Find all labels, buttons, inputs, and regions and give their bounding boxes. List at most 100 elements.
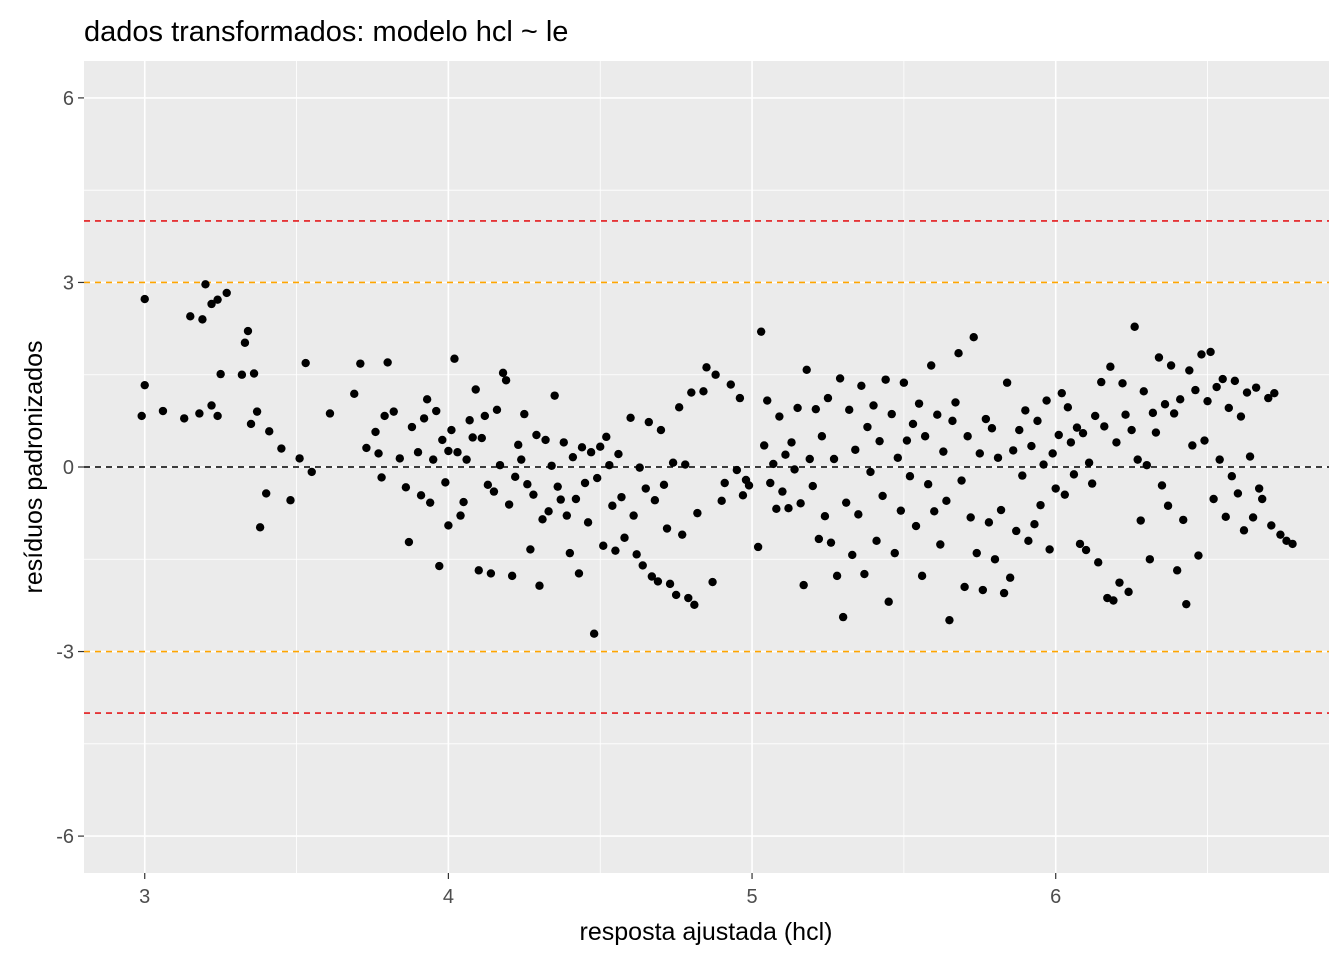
data-point (805, 454, 814, 464)
data-point (911, 521, 921, 531)
data-point (207, 401, 216, 410)
data-point (817, 432, 827, 441)
data-point (641, 484, 650, 493)
data-point (450, 354, 459, 363)
data-point (875, 436, 884, 446)
data-point (486, 569, 496, 578)
data-point (1021, 406, 1030, 415)
x-tick-label: 5 (746, 886, 757, 908)
data-point (286, 496, 295, 505)
data-point (1015, 425, 1024, 435)
data-point (383, 358, 392, 367)
data-point (535, 581, 544, 590)
data-point (1036, 500, 1045, 510)
data-point (1124, 587, 1133, 597)
data-point (781, 450, 790, 459)
data-point (744, 481, 754, 490)
data-point (1145, 555, 1155, 564)
chart-title: dados transformados: modelo hcl ~ le (84, 16, 568, 48)
data-point (927, 361, 936, 370)
data-point (626, 413, 635, 422)
data-point (577, 443, 587, 452)
data-point (429, 455, 438, 464)
data-point (140, 294, 149, 304)
data-point (222, 288, 231, 298)
y-tick-label: -3 (56, 642, 74, 664)
data-point (917, 571, 927, 581)
data-point (878, 491, 887, 501)
data-point (1078, 428, 1088, 438)
data-point (137, 411, 146, 421)
data-point (838, 612, 848, 622)
y-tick-label: -6 (56, 826, 74, 848)
data-point (814, 534, 824, 544)
data-point (468, 433, 477, 442)
data-point (529, 490, 538, 499)
data-point (720, 478, 729, 488)
y-axis-ticks: -6 -3 0 3 6 (56, 88, 84, 848)
data-point (984, 518, 994, 527)
y-tick-label: 0 (63, 457, 74, 479)
data-point (605, 460, 614, 470)
data-point (1172, 566, 1182, 575)
data-point (939, 447, 948, 456)
data-point (401, 483, 411, 492)
data-point (690, 600, 699, 609)
data-point (851, 445, 860, 454)
data-point (1027, 441, 1036, 451)
data-point (480, 411, 490, 421)
data-point (441, 478, 450, 487)
data-point (778, 487, 787, 496)
data-point (735, 393, 745, 403)
data-point (435, 561, 444, 571)
y-tick-label: 6 (63, 88, 74, 110)
data-point (617, 492, 626, 502)
data-point (1130, 322, 1139, 331)
data-point (1069, 470, 1079, 479)
data-point (674, 403, 684, 412)
data-point (653, 577, 663, 586)
data-point (180, 414, 189, 423)
data-point (863, 422, 872, 432)
x-axis-ticks: 3 4 5 6 (139, 873, 1061, 908)
data-point (1270, 388, 1279, 398)
data-point (1182, 599, 1191, 609)
x-tick-label: 3 (139, 886, 150, 908)
data-point (960, 582, 969, 592)
data-point (930, 507, 939, 516)
data-point (1039, 460, 1048, 469)
data-point (866, 467, 875, 477)
data-point (1160, 400, 1170, 409)
data-point (1218, 374, 1227, 384)
data-point (1276, 530, 1285, 539)
data-point (857, 381, 866, 390)
data-point (1197, 350, 1206, 359)
data-point (826, 538, 836, 547)
data-point (504, 500, 514, 509)
data-point (444, 521, 453, 530)
data-point (1075, 539, 1085, 549)
data-point (562, 511, 572, 520)
data-point (1127, 425, 1136, 435)
data-point (1018, 471, 1027, 480)
data-point (350, 389, 359, 398)
data-point (599, 541, 608, 550)
data-point (1233, 489, 1243, 498)
data-point (198, 315, 207, 324)
data-point (738, 491, 748, 500)
data-point (565, 548, 575, 558)
data-point (295, 454, 304, 463)
data-point (501, 376, 511, 385)
data-point (1066, 438, 1076, 447)
data-point (520, 409, 529, 419)
data-point (1157, 481, 1167, 490)
data-point (249, 369, 259, 378)
data-point (687, 388, 696, 397)
data-point (990, 555, 1000, 564)
data-point (356, 359, 365, 368)
data-point (966, 513, 975, 522)
data-point (1188, 441, 1197, 450)
data-point (1115, 578, 1124, 587)
data-point (413, 448, 423, 457)
data-point (456, 511, 465, 520)
